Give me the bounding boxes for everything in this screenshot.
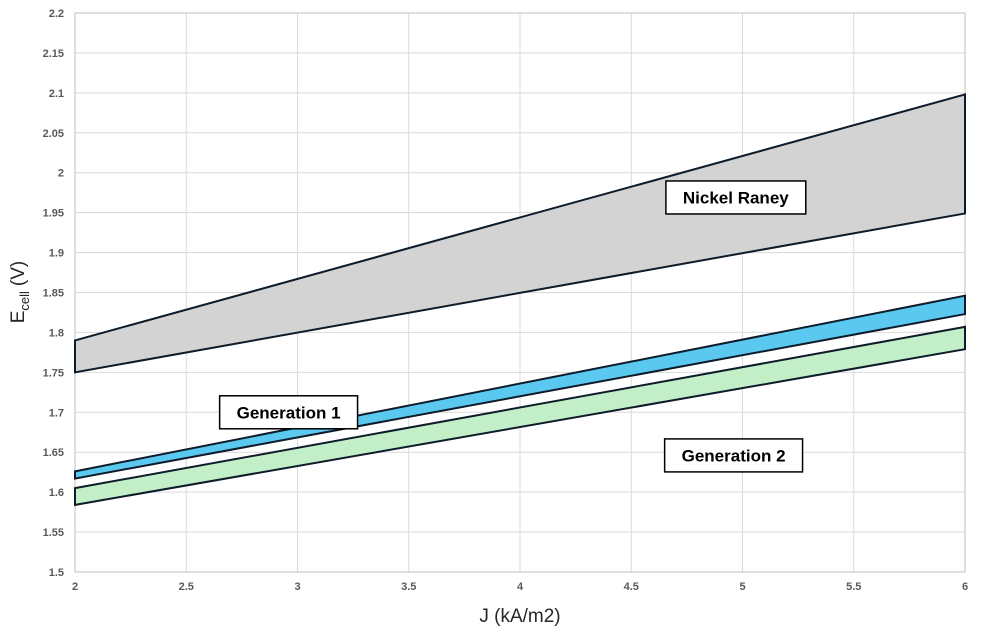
x-tick-label: 6 (962, 581, 968, 593)
band-generation-1 (74, 294, 966, 480)
x-tick-label: 5 (739, 581, 745, 593)
y-tick-label: 2.15 (43, 48, 64, 60)
annotation-box (663, 438, 804, 473)
y-tick-label: 2 (58, 168, 64, 180)
y-tick-label: 1.5 (49, 567, 64, 579)
x-tick-label: 2.5 (179, 581, 194, 593)
x-tick-label: 3.5 (401, 581, 416, 593)
annotation-nickel-raney: Nickel Raney (665, 180, 807, 215)
y-axis-title-sub: cell (17, 291, 32, 311)
y-axis-title: Ecell (V) (8, 261, 32, 324)
annotation-text: Generation 1 (237, 403, 341, 422)
y-tick-label: 1.65 (43, 447, 64, 459)
y-tick-label: 2.2 (49, 8, 64, 20)
y-tick-label: 1.6 (49, 487, 64, 499)
y-axis-ticks: 1.5 1.55 1.6 1.65 1.7 1.75 1.8 1.85 1.9 1.95 2 2.05… (43, 8, 64, 579)
annotation-generation-2: Generation 2 (663, 438, 804, 473)
y-tick-label: 1.85 (43, 288, 64, 300)
band-nickel-raney (74, 93, 966, 374)
y-axis-title-main: E (8, 311, 29, 324)
y-tick-label: 2.05 (43, 128, 64, 140)
y-tick-label: 1.95 (43, 208, 64, 220)
series-bands (74, 93, 966, 507)
annotation-text: Nickel Raney (683, 188, 789, 207)
series-labels: Nickel Raney Generation 1 Generation 2 (218, 180, 807, 473)
annotation-box (218, 395, 359, 430)
x-tick-label: 3 (294, 581, 300, 593)
annotation-generation-1: Generation 1 (218, 395, 359, 430)
band-generation-2 (74, 325, 966, 507)
y-tick-label: 1.55 (43, 527, 64, 539)
plot-frame (74, 12, 966, 573)
annotation-text: Generation 2 (682, 446, 786, 465)
x-tick-label: 2 (72, 581, 78, 593)
y-tick-label: 1.75 (43, 367, 64, 379)
y-tick-label: 2.1 (49, 88, 64, 100)
y-tick-label: 1.8 (49, 327, 64, 339)
y-axis-title-unit: (V) (8, 261, 29, 286)
x-axis-title: J (kA/m2) (479, 606, 560, 627)
x-axis-ticks: 2 2.5 3 3.5 4 4.5 5 5.5 6 (72, 581, 968, 593)
y-tick-label: 1.9 (49, 248, 64, 260)
y-tick-label: 1.7 (49, 407, 64, 419)
x-tick-label: 4.5 (624, 581, 639, 593)
annotation-box (665, 180, 807, 215)
x-tick-label: 5.5 (846, 581, 861, 593)
x-tick-label: 4 (517, 581, 524, 593)
